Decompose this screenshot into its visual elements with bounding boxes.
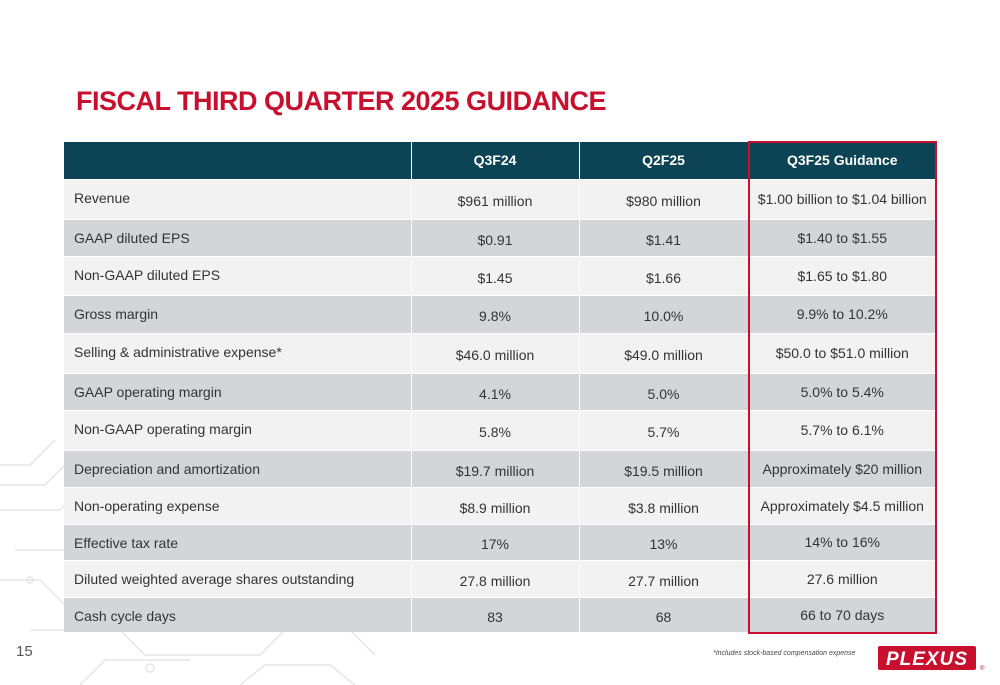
cell-guidance: $1.00 billion to $1.04 billion (748, 178, 936, 219)
header-q3f24: Q3F24 (411, 142, 580, 179)
row-label: Revenue (64, 178, 412, 219)
slide-title: FISCAL THIRD QUARTER 2025 GUIDANCE (76, 86, 607, 116)
cell-q3f24: $8.9 million (411, 486, 580, 524)
header-q2f25: Q2F25 (579, 142, 749, 179)
cell-guidance: $1.40 to $1.55 (748, 218, 936, 256)
cell-guidance: 9.9% to 10.2% (748, 294, 936, 333)
row-label: Non-operating expense (64, 486, 412, 524)
logo-registered-mark: ® (980, 665, 985, 672)
table-row: Non-operating expense $8.9 million $3.8 mi… (64, 486, 936, 524)
cell-guidance: 5.0% to 5.4% (748, 372, 936, 410)
cell-q3f24: $1.45 (411, 255, 580, 295)
cell-guidance: 5.7% to 6.1% (748, 409, 936, 450)
row-label: Gross margin (64, 294, 412, 333)
table-row: Non-GAAP diluted EPS $1.45 $1.66 $1.65 to $… (64, 255, 936, 295)
cell-q3f24: $0.91 (411, 218, 580, 256)
table-row: Revenue $961 million $980 million $1.00 bil… (64, 178, 936, 219)
row-label: GAAP operating margin (64, 372, 412, 410)
cell-q2f25: 68 (579, 596, 749, 632)
table-header-row: Q3F24 Q2F25 Q3F25 Guidance (64, 142, 936, 179)
table-row: GAAP operating margin 4.1% 5.0% 5.0% to 5.4… (64, 372, 936, 410)
cell-q2f25: 13% (579, 523, 749, 560)
cell-q3f24: $961 million (411, 178, 580, 219)
cell-q2f25: 27.7 million (579, 559, 749, 597)
table-row: Depreciation and amortization $19.7 milli… (64, 449, 936, 487)
cell-guidance: $1.65 to $1.80 (748, 255, 936, 295)
row-label: Diluted weighted average shares outstand… (64, 559, 412, 597)
header-metric (64, 142, 412, 179)
header-q3f25-guidance: Q3F25 Guidance (748, 142, 936, 179)
cell-q2f25: 5.7% (579, 409, 749, 450)
cell-q2f25: $49.0 million (579, 332, 749, 373)
cell-guidance: 66 to 70 days (748, 596, 936, 632)
table-row: Effective tax rate 17% 13% 14% to 16% (64, 523, 936, 560)
cell-q2f25: $980 million (579, 178, 749, 219)
cell-guidance: 27.6 million (748, 559, 936, 597)
cell-q3f24: 17% (411, 523, 580, 560)
plexus-logo: PLEXUS ® (878, 646, 985, 672)
row-label: Selling & administrative expense* (64, 332, 412, 373)
cell-q2f25: 10.0% (579, 294, 749, 333)
cell-guidance: Approximately $4.5 million (748, 486, 936, 524)
row-label: GAAP diluted EPS (64, 218, 412, 256)
table-row: GAAP diluted EPS $0.91 $1.41 $1.40 to $1.55 (64, 218, 936, 256)
cell-q2f25: 5.0% (579, 372, 749, 410)
row-label: Effective tax rate (64, 523, 412, 560)
logo-text: PLEXUS (886, 649, 968, 670)
cell-q2f25: $3.8 million (579, 486, 749, 524)
cell-q2f25: $1.66 (579, 255, 749, 295)
row-label: Non-GAAP diluted EPS (64, 255, 412, 295)
table-row: Cash cycle days 83 68 66 to 70 days (64, 596, 936, 632)
cell-q3f24: 5.8% (411, 409, 580, 450)
table-row: Selling & administrative expense* $46.0 m… (64, 332, 936, 373)
row-label: Depreciation and amortization (64, 449, 412, 487)
guidance-table: Q3F24 Q2F25 Q3F25 Guidance Revenue $961 m… (64, 142, 936, 632)
row-label: Cash cycle days (64, 596, 412, 632)
cell-q3f24: 9.8% (411, 294, 580, 333)
cell-guidance: 14% to 16% (748, 523, 936, 560)
footnote: *Includes stock-based compensation expen… (713, 650, 856, 657)
cell-guidance: $50.0 to $51.0 million (748, 332, 936, 373)
table-row: Diluted weighted average shares outstand… (64, 559, 936, 597)
cell-q2f25: $19.5 million (579, 449, 749, 487)
guidance-table-container: Q3F24 Q2F25 Q3F25 Guidance Revenue $961 m… (64, 142, 936, 632)
cell-guidance: Approximately $20 million (748, 449, 936, 487)
cell-q3f24: 83 (411, 596, 580, 632)
cell-q2f25: $1.41 (579, 218, 749, 256)
cell-q3f24: $46.0 million (411, 332, 580, 373)
cell-q3f24: 27.8 million (411, 559, 580, 597)
row-label: Non-GAAP operating margin (64, 409, 412, 450)
cell-q3f24: $19.7 million (411, 449, 580, 487)
page-number: 15 (16, 643, 33, 660)
cell-q3f24: 4.1% (411, 372, 580, 410)
table-row: Non-GAAP operating margin 5.8% 5.7% 5.7% to… (64, 409, 936, 450)
table-row: Gross margin 9.8% 10.0% 9.9% to 10.2% (64, 294, 936, 333)
